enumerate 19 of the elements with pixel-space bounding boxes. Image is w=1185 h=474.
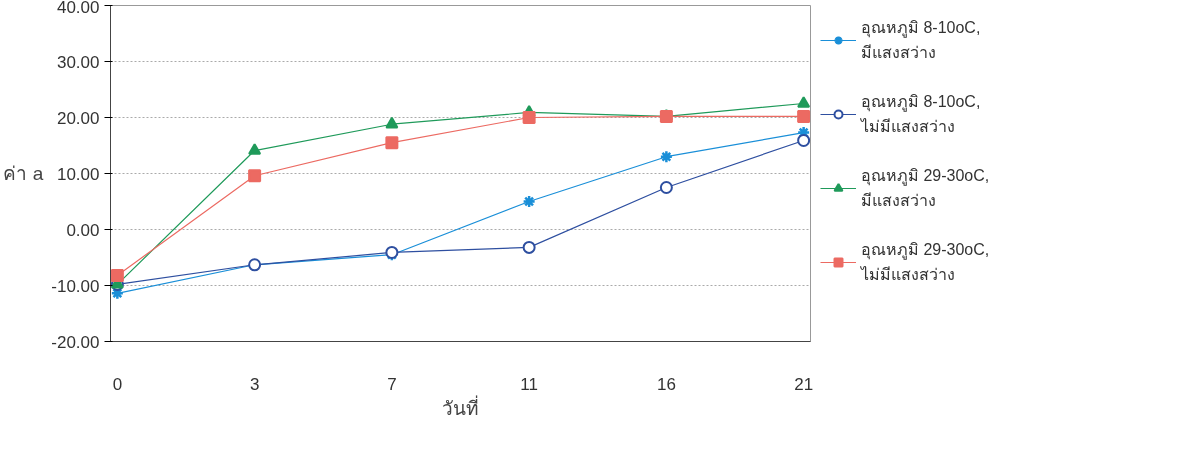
y-tick-label: 0.00 <box>66 220 100 240</box>
y-tick-label: -20.00 <box>51 332 100 352</box>
x-tick-label: 16 <box>656 374 676 394</box>
y-tick-label: 30.00 <box>56 52 100 72</box>
x-tick-label: 21 <box>794 374 814 394</box>
y-tick-label: 10.00 <box>56 164 100 184</box>
legend-label: อุณหภูมิ 8-10oC, ไม่มีแสงสว่าง <box>861 92 981 137</box>
y-tick-label: -10.00 <box>51 276 100 296</box>
x-tick-label: 0 <box>112 374 123 394</box>
y-tick-label: 40.00 <box>56 0 100 17</box>
legend-label: อุณหภูมิ 8-10oC, มีแสงสว่าง <box>861 18 981 63</box>
x-tick-label: 7 <box>387 374 397 394</box>
y-axis-title: ค่า a <box>3 163 44 184</box>
y-tick-label: 20.00 <box>56 108 100 128</box>
legend-label: อุณหภูมิ 29-30oC, ไม่มีแสงสว่าง <box>861 240 990 285</box>
x-tick-label: 3 <box>249 374 260 394</box>
legend-label: อุณหภูมิ 29-30oC, มีแสงสว่าง <box>861 166 990 211</box>
x-tick-label: 11 <box>520 374 538 394</box>
x-axis-title: วันที่ <box>442 394 479 419</box>
